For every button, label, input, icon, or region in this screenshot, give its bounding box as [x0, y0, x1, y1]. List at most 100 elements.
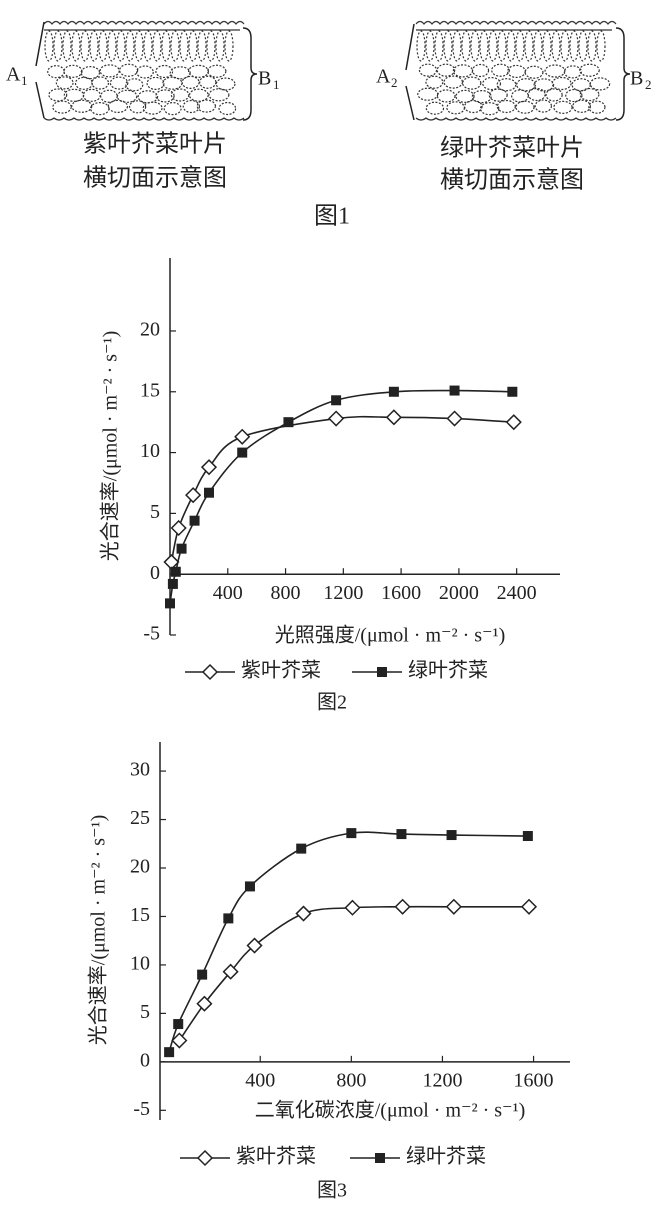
label-b: B	[258, 68, 271, 90]
spongy-cell	[544, 64, 566, 78]
legend-label: 绿叶芥菜	[406, 1145, 486, 1168]
spongy-cell	[99, 64, 120, 78]
diamond-marker	[505, 414, 522, 431]
panel-caption: 横切面示意图	[83, 165, 227, 192]
diamond-marker	[196, 995, 213, 1012]
palisade-cell	[461, 30, 471, 62]
diamond-marker	[200, 459, 218, 476]
diamond-marker	[171, 1032, 188, 1049]
diamond-marker	[185, 487, 202, 504]
palisade-cell	[71, 30, 81, 62]
square-marker	[189, 515, 200, 526]
x-tick-label: 400	[245, 1069, 275, 1091]
spongy-cell	[446, 101, 466, 115]
spongy-cell	[80, 66, 101, 80]
spongy-cell	[496, 78, 517, 92]
y-tick-label: 20	[130, 856, 150, 878]
square-marker	[204, 487, 214, 498]
palisade-cell	[179, 30, 189, 62]
square-marker	[331, 395, 342, 406]
palisade-cell	[98, 30, 108, 62]
spongy-cell	[534, 99, 553, 113]
bracket	[35, 21, 45, 119]
panel-caption: 绿叶芥菜叶片	[440, 135, 584, 162]
label-a: A	[6, 64, 21, 86]
palisade-cell	[53, 30, 63, 62]
spongy-cell	[146, 76, 165, 91]
spongy-cell	[128, 100, 147, 114]
spongy-cell	[545, 88, 563, 102]
spongy-cell	[455, 89, 475, 103]
series-line	[170, 415, 514, 563]
y-tick-label: 5	[150, 501, 160, 523]
label-a-sub: 1	[21, 73, 28, 88]
spongy-cell	[163, 102, 182, 116]
figure-caption: 图2	[317, 692, 347, 714]
spongy-cell	[91, 76, 110, 90]
x-axis-label: 二氧化碳浓度/(μmol · m⁻² · s⁻¹)	[255, 1099, 525, 1122]
spongy-cell	[169, 66, 191, 80]
square-marker	[173, 1019, 184, 1030]
palisade-cell	[578, 30, 588, 62]
y-tick-label: 5	[140, 1001, 150, 1023]
spongy-cell	[218, 101, 237, 116]
legend-label: 绿叶芥菜	[408, 659, 488, 682]
spongy-cell	[215, 77, 236, 91]
spongy-cell	[90, 102, 110, 116]
upper-epidermis	[43, 20, 245, 25]
palisade-cell	[125, 30, 135, 62]
palisade-cell	[80, 30, 90, 62]
square-marker	[165, 598, 175, 609]
leaf-sections	[43, 20, 617, 121]
diamond-marker	[170, 519, 187, 537]
palisade-cell	[425, 30, 435, 62]
palisade-cell	[62, 30, 72, 62]
legend-marker	[377, 667, 387, 677]
y-tick-label: 30	[130, 759, 150, 781]
diamond-marker	[344, 899, 361, 916]
spongy-cell	[425, 75, 444, 89]
y-tick-label: -5	[143, 623, 160, 645]
x-tick-label: 400	[213, 582, 243, 604]
spongy-cell	[100, 89, 118, 103]
palisade-cell	[152, 30, 162, 62]
spongy-cell	[462, 76, 482, 90]
y-tick-label: 15	[140, 379, 160, 401]
palisade-cell	[170, 30, 180, 62]
x-tick-label: 1600	[381, 582, 421, 604]
spongy-cell	[109, 76, 129, 90]
x-tick-label: 1600	[514, 1069, 554, 1091]
legend-label: 紫叶芥菜	[241, 659, 321, 682]
square-marker	[446, 830, 457, 841]
square-marker	[176, 543, 187, 554]
x-tick-label: 800	[336, 1069, 366, 1091]
spongy-cell	[479, 102, 500, 116]
spongy-cell	[507, 64, 526, 79]
palisade-cell	[470, 30, 480, 62]
x-tick-label: 800	[271, 582, 301, 604]
palisade-cell	[443, 30, 453, 62]
palisade-cell	[533, 30, 543, 62]
brace	[615, 27, 631, 121]
spongy-cell	[74, 76, 94, 90]
spongy-cell	[436, 89, 456, 103]
square-marker	[244, 881, 255, 892]
palisade-cell	[134, 30, 144, 62]
square-marker	[197, 969, 208, 980]
spongy-cell	[52, 100, 72, 114]
spongy-cell	[162, 76, 183, 90]
square-marker	[237, 447, 248, 458]
square-marker	[522, 831, 533, 842]
legend-label: 紫叶芥菜	[236, 1145, 316, 1168]
spongy-cell	[47, 65, 65, 79]
label-a: A	[376, 66, 391, 88]
palisade-cell	[89, 30, 99, 62]
diamond-marker	[394, 898, 411, 915]
spongy-cell	[82, 88, 101, 102]
x-tick-label: 2000	[439, 582, 479, 604]
x-axis-label: 光照强度/(μmol · m⁻² · s⁻¹)	[275, 624, 505, 647]
y-tick-label: 15	[130, 904, 150, 926]
spongy-cell	[136, 65, 154, 79]
